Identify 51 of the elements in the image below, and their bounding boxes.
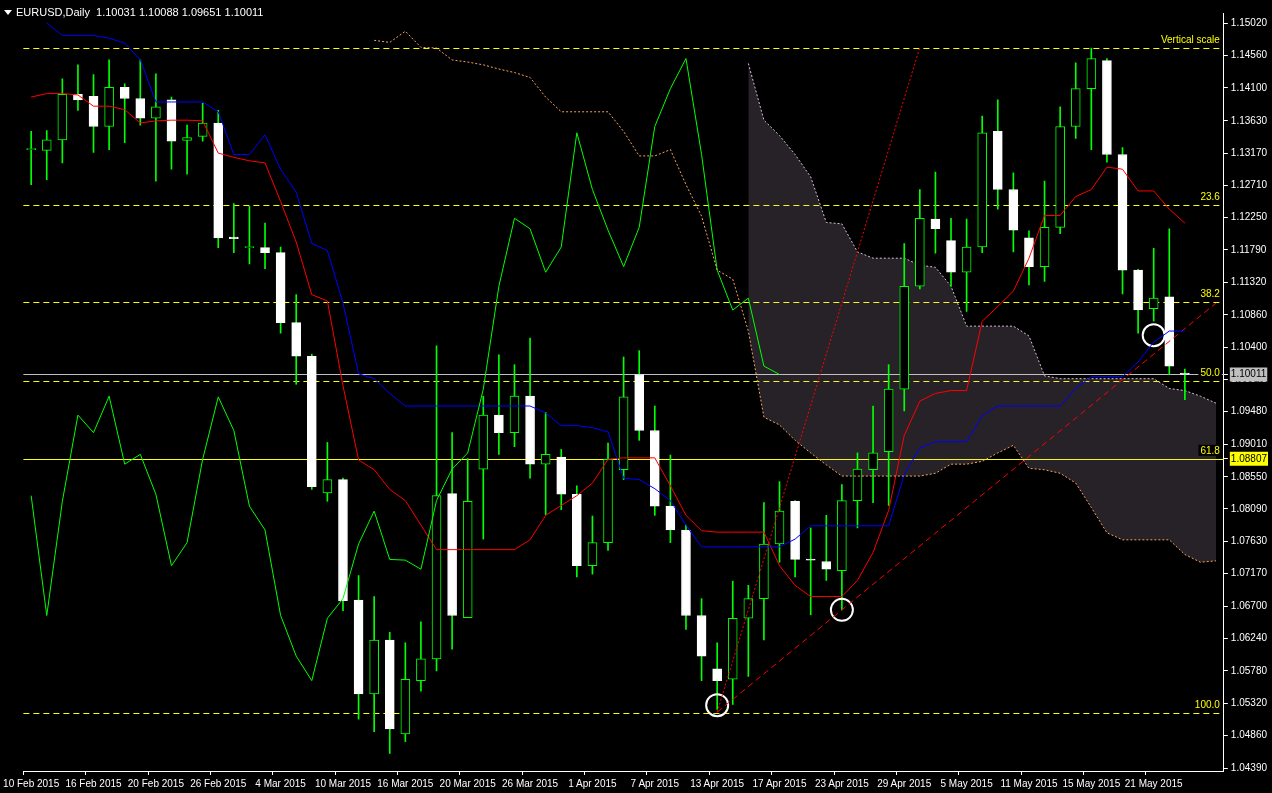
y-tick-label: 1.14100 [1230,81,1268,93]
x-tick-label: 26 Feb 2015 [190,777,247,789]
y-tick-label: 1.04390 [1230,761,1268,773]
annotation: 100.0 [1194,698,1221,710]
x-tick-label: 11 May 2015 [1000,777,1058,789]
x-tick-label: 10 Feb 2015 [3,777,60,789]
x-tick-label: 20 Mar 2015 [439,777,497,789]
x-tick-label: 20 Feb 2015 [127,777,185,789]
y-tick-label: 1.11790 [1230,243,1267,255]
chart-title: EURUSD,Daily 1.10031 1.10088 1.09651 1.10011 [16,6,264,18]
y-tick-label: 1.06240 [1230,632,1268,644]
x-tick-label: 10 Mar 2015 [314,777,372,789]
y-tick-label: 1.08550 [1230,470,1268,482]
y-tick-label: 1.13170 [1230,146,1268,158]
y-tick-label: 1.06700 [1230,600,1268,612]
y-tick-label: 1.07630 [1230,534,1268,546]
annotation: 38.2 [1200,288,1221,300]
annotation: 61.8 [1200,444,1221,456]
y-tick-label: 1.10011 [1230,368,1267,380]
x-tick-label: 15 May 2015 [1062,777,1121,789]
annotation: Vertical scale [1160,33,1221,45]
y-tick-label: 1.07170 [1230,567,1268,579]
x-tick-label: 16 Mar 2015 [377,777,434,789]
y-tick-label: 1.11320 [1230,276,1267,288]
y-tick-label: 1.13630 [1230,114,1268,126]
x-tick-label: 23 Apr 2015 [814,777,870,789]
x-tick-label: 29 Apr 2015 [877,777,932,789]
y-tick-label: 1.10400 [1230,340,1268,352]
y-tick-label: 1.10860 [1230,308,1268,320]
x-tick-label: 1 Apr 2015 [568,777,618,789]
x-tick-label: 13 Apr 2015 [690,777,745,789]
x-tick-label: 7 Apr 2015 [630,777,680,789]
x-tick-label: 26 Mar 2015 [501,777,559,789]
x-tick-label: 16 Feb 2015 [65,777,123,789]
annotation: 23.6 [1200,190,1221,202]
y-tick-label: 1.08807 [1230,452,1268,464]
y-tick-label: 1.14560 [1230,49,1268,61]
y-tick-label: 1.04860 [1230,729,1268,741]
annotation: 50.0 [1200,366,1221,378]
y-tick-label: 1.12250 [1230,211,1268,223]
x-tick-label: 4 Mar 2015 [255,777,307,789]
y-tick-label: 1.09480 [1230,405,1268,417]
y-tick-label: 1.09010 [1230,438,1268,450]
x-tick-label: 21 May 2015 [1124,777,1184,789]
y-tick-label: 1.12710 [1230,179,1268,191]
y-tick-label: 1.05780 [1230,664,1268,676]
y-tick-label: 1.05320 [1230,696,1268,708]
x-tick-label: 5 May 2015 [940,777,994,789]
y-tick-label: 1.08090 [1230,502,1268,514]
y-tick-label: 1.15020 [1230,17,1268,29]
x-tick-label: 17 Apr 2015 [752,777,807,789]
